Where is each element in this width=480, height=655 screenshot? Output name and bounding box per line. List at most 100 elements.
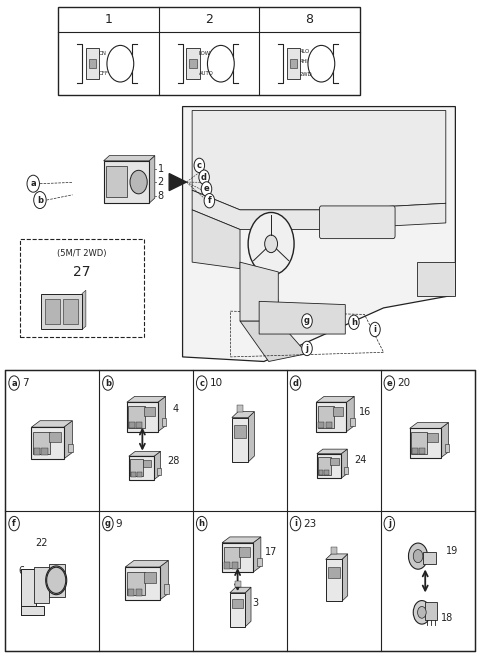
Text: 20: 20 (397, 378, 410, 388)
Bar (162, 417, 167, 426)
Circle shape (107, 45, 134, 82)
Bar (143, 460, 152, 468)
Text: 16: 16 (359, 407, 371, 417)
Circle shape (9, 516, 19, 531)
Polygon shape (192, 111, 446, 210)
Bar (68, 443, 73, 453)
Bar (107, 166, 127, 196)
Circle shape (50, 572, 62, 589)
Polygon shape (232, 411, 254, 418)
Text: j: j (305, 344, 309, 353)
Bar (350, 417, 355, 426)
Text: b: b (105, 379, 111, 388)
Text: 2WD: 2WD (300, 71, 312, 77)
Bar (412, 448, 418, 454)
Text: 24: 24 (354, 455, 366, 465)
Text: (5M/T 2WD): (5M/T 2WD) (57, 249, 107, 258)
Bar (144, 572, 156, 583)
Text: 2: 2 (157, 177, 164, 187)
Bar (129, 406, 144, 428)
Circle shape (47, 567, 66, 593)
Bar (318, 422, 324, 428)
Bar (144, 407, 155, 417)
Bar (224, 562, 230, 569)
Circle shape (290, 516, 301, 531)
Bar (34, 567, 48, 603)
Bar (232, 418, 248, 462)
Bar (127, 402, 158, 432)
Bar (89, 59, 96, 68)
Circle shape (418, 607, 426, 618)
Bar (41, 448, 48, 455)
Circle shape (34, 191, 46, 208)
Bar (344, 467, 348, 474)
Bar (157, 468, 161, 475)
Text: 1: 1 (157, 164, 164, 174)
Circle shape (130, 170, 147, 194)
Text: h: h (351, 318, 357, 327)
Bar (411, 432, 427, 454)
Polygon shape (192, 210, 240, 269)
Bar (104, 161, 149, 203)
Polygon shape (82, 290, 86, 329)
Circle shape (27, 175, 39, 192)
Polygon shape (149, 156, 155, 203)
Bar (331, 548, 337, 554)
Bar (164, 584, 169, 593)
Text: 23: 23 (303, 519, 316, 529)
Circle shape (201, 181, 212, 196)
Bar (257, 558, 262, 567)
Polygon shape (154, 451, 160, 479)
Polygon shape (104, 156, 155, 161)
Polygon shape (259, 301, 345, 334)
Text: 4HI: 4HI (300, 59, 308, 64)
Circle shape (196, 376, 207, 390)
Bar (58, 7, 360, 96)
Text: 7: 7 (22, 378, 28, 388)
Circle shape (302, 341, 312, 356)
Bar (21, 569, 36, 615)
Bar (410, 428, 441, 458)
Circle shape (290, 376, 301, 390)
Bar (425, 602, 437, 620)
Text: 9: 9 (116, 519, 122, 529)
Bar (232, 599, 243, 608)
Polygon shape (441, 422, 448, 458)
Bar (419, 448, 425, 454)
Text: g: g (304, 316, 310, 326)
Bar (330, 458, 339, 466)
Bar (63, 299, 78, 324)
Text: 10: 10 (209, 378, 223, 388)
Text: 28: 28 (168, 457, 180, 466)
Polygon shape (240, 321, 307, 362)
Text: 4: 4 (172, 404, 179, 414)
Polygon shape (169, 174, 186, 191)
Bar (128, 589, 134, 596)
Text: 1: 1 (105, 13, 112, 26)
Text: j: j (388, 519, 391, 528)
Bar (32, 427, 64, 459)
FancyBboxPatch shape (320, 206, 395, 238)
Text: g: g (105, 519, 111, 528)
Text: 6: 6 (18, 565, 24, 576)
Text: b: b (37, 196, 43, 204)
Circle shape (384, 376, 395, 390)
Text: a: a (12, 379, 17, 388)
Polygon shape (245, 588, 251, 627)
Circle shape (370, 322, 380, 337)
Polygon shape (240, 262, 278, 321)
Bar (86, 48, 99, 79)
Bar (21, 606, 44, 615)
Bar (49, 432, 60, 442)
Polygon shape (129, 451, 160, 457)
Bar (230, 593, 245, 627)
Bar (333, 407, 344, 417)
Bar (234, 425, 246, 438)
Bar (125, 567, 159, 600)
Bar (45, 299, 60, 324)
Circle shape (46, 566, 67, 595)
Bar (316, 402, 347, 432)
Bar (287, 48, 300, 79)
Circle shape (384, 516, 395, 531)
Text: 27: 27 (73, 265, 91, 279)
